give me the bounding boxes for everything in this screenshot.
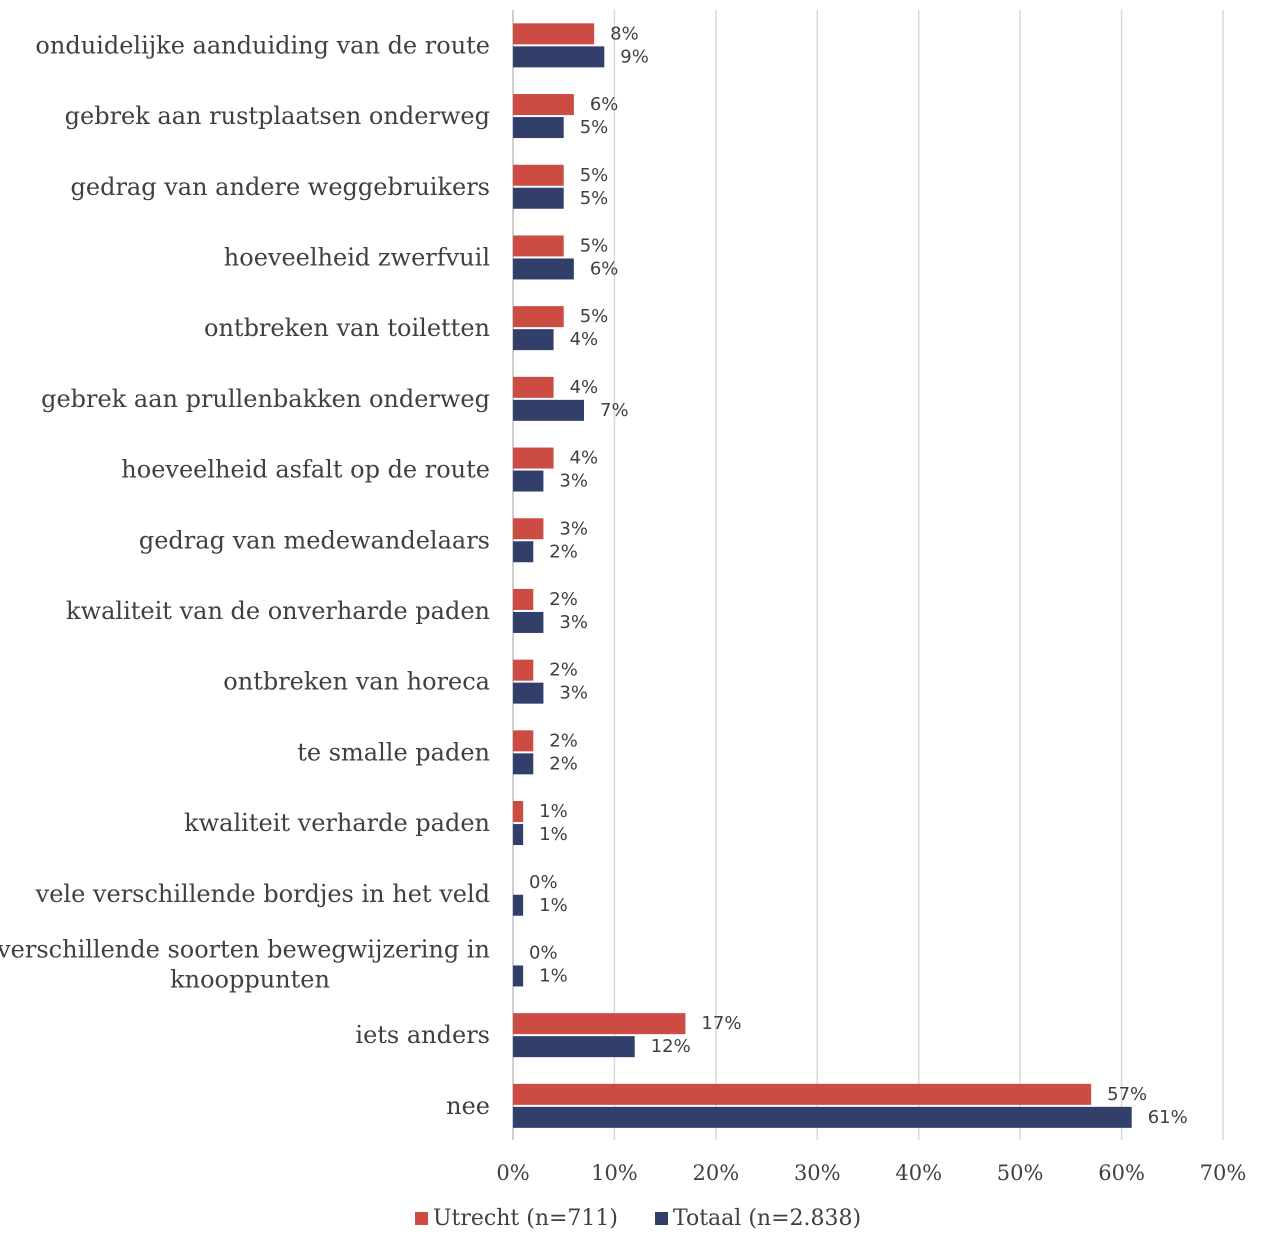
x-tick-label: 40% bbox=[895, 1161, 942, 1185]
bar-totaal bbox=[513, 824, 524, 846]
data-label: 6% bbox=[590, 258, 619, 279]
legend: Utrecht (n=711) Totaal (n=2.838) bbox=[415, 1206, 861, 1231]
data-label: 4% bbox=[570, 377, 599, 398]
bar-utrecht bbox=[513, 235, 564, 257]
data-label: 1% bbox=[539, 824, 568, 845]
category-label: gedrag van andere weggebruikers bbox=[71, 173, 490, 201]
bar-utrecht bbox=[513, 518, 544, 540]
category-label: vele verschillende bordjes in het veld bbox=[35, 880, 490, 908]
data-label: 17% bbox=[701, 1013, 741, 1034]
legend-label-totaal: Totaal (n=2.838) bbox=[673, 1206, 861, 1231]
x-tick-label: 70% bbox=[1200, 1161, 1247, 1185]
bar-utrecht bbox=[513, 376, 554, 398]
category-label: gebrek aan prullenbakken onderweg bbox=[41, 385, 490, 413]
data-label: 57% bbox=[1107, 1084, 1147, 1105]
category-label: knooppunten bbox=[170, 965, 330, 993]
data-label: 1% bbox=[539, 965, 568, 986]
bar-utrecht bbox=[513, 730, 534, 752]
data-label: 6% bbox=[590, 94, 619, 115]
data-label: 0% bbox=[529, 872, 558, 893]
category-label: kwaliteit verharde paden bbox=[184, 809, 490, 837]
bar-totaal bbox=[513, 329, 554, 351]
data-label: 5% bbox=[580, 235, 609, 256]
bar-totaal bbox=[513, 117, 564, 139]
data-label: 5% bbox=[580, 165, 609, 186]
bar-utrecht bbox=[513, 23, 595, 45]
data-label: 0% bbox=[529, 942, 558, 963]
data-label: 61% bbox=[1148, 1107, 1188, 1128]
category-labels: onduidelijke aanduiding van de route gebr… bbox=[0, 31, 490, 1120]
category-label: ontbreken van toiletten bbox=[204, 314, 490, 342]
data-label: 2% bbox=[549, 730, 578, 751]
bar-totaal bbox=[513, 470, 544, 492]
data-label: 1% bbox=[539, 801, 568, 822]
bar-totaal bbox=[513, 682, 544, 704]
data-label: 3% bbox=[559, 683, 588, 704]
category-label: gedrag van medewandelaars bbox=[139, 526, 490, 554]
bar-totaal bbox=[513, 1036, 635, 1058]
data-label: 8% bbox=[610, 23, 639, 44]
category-label: kwaliteit van de onverharde paden bbox=[66, 597, 490, 625]
category-label: ontbreken van horeca bbox=[223, 668, 490, 696]
data-labels: 8%9%6%5%5%5%5%6%5%4%4%7%4%3%3%2%2%3%2%3%… bbox=[529, 23, 1188, 1128]
bar-totaal bbox=[513, 399, 584, 421]
legend-label-utrecht: Utrecht (n=711) bbox=[433, 1206, 618, 1231]
bar-utrecht bbox=[513, 801, 524, 823]
legend-swatch-totaal bbox=[655, 1212, 668, 1225]
x-axis-tick-labels: 0% 10% 20% 30% 40% 50% 60% 70% bbox=[496, 1161, 1246, 1185]
bar-totaal bbox=[513, 258, 574, 280]
bar-totaal bbox=[513, 965, 524, 987]
bar-totaal bbox=[513, 187, 564, 209]
category-label: gebrek aan rustplaatsen onderweg bbox=[65, 102, 490, 130]
data-label: 2% bbox=[549, 660, 578, 681]
bar-utrecht bbox=[513, 306, 564, 328]
category-label: hoeveelheid zwerfvuil bbox=[224, 243, 490, 271]
bars bbox=[513, 23, 1132, 1128]
x-tick-label: 0% bbox=[496, 1161, 529, 1185]
gridlines bbox=[512, 10, 1224, 1140]
category-label: te smalle paden bbox=[297, 738, 490, 766]
data-label: 3% bbox=[559, 471, 588, 492]
category-label: hoeveelheid asfalt op de route bbox=[121, 456, 490, 484]
legend-swatch-utrecht bbox=[415, 1212, 428, 1225]
bar-totaal bbox=[513, 46, 605, 68]
data-label: 9% bbox=[620, 46, 649, 67]
data-label: 7% bbox=[600, 400, 629, 421]
data-label: 3% bbox=[559, 612, 588, 633]
category-label: nee bbox=[446, 1092, 490, 1120]
category-label: verschillende soorten bewegwijzering in bbox=[0, 935, 490, 963]
bar-utrecht bbox=[513, 1083, 1092, 1105]
bar-utrecht bbox=[513, 1013, 686, 1035]
bar-totaal bbox=[513, 753, 534, 775]
data-label: 1% bbox=[539, 895, 568, 916]
bar-utrecht bbox=[513, 447, 554, 469]
bar-totaal bbox=[513, 1106, 1132, 1128]
data-label: 4% bbox=[570, 448, 599, 469]
data-label: 5% bbox=[580, 306, 609, 327]
category-label: iets anders bbox=[355, 1021, 490, 1049]
bar-utrecht bbox=[513, 94, 574, 116]
data-label: 4% bbox=[570, 329, 599, 350]
bar-totaal bbox=[513, 611, 544, 633]
bar-utrecht bbox=[513, 659, 534, 681]
x-tick-label: 60% bbox=[1098, 1161, 1145, 1185]
data-label: 2% bbox=[549, 753, 578, 774]
bar-utrecht bbox=[513, 588, 534, 610]
data-label: 5% bbox=[580, 117, 609, 138]
bar-totaal bbox=[513, 894, 524, 916]
x-tick-label: 10% bbox=[591, 1161, 638, 1185]
bar-utrecht bbox=[513, 164, 564, 186]
data-label: 2% bbox=[549, 589, 578, 610]
data-label: 2% bbox=[549, 541, 578, 562]
bar-totaal bbox=[513, 541, 534, 563]
category-label: onduidelijke aanduiding van de route bbox=[35, 31, 490, 59]
x-tick-label: 50% bbox=[997, 1161, 1044, 1185]
x-tick-label: 30% bbox=[794, 1161, 841, 1185]
x-tick-label: 20% bbox=[693, 1161, 740, 1185]
data-label: 5% bbox=[580, 188, 609, 209]
data-label: 12% bbox=[651, 1036, 691, 1057]
data-label: 3% bbox=[559, 518, 588, 539]
